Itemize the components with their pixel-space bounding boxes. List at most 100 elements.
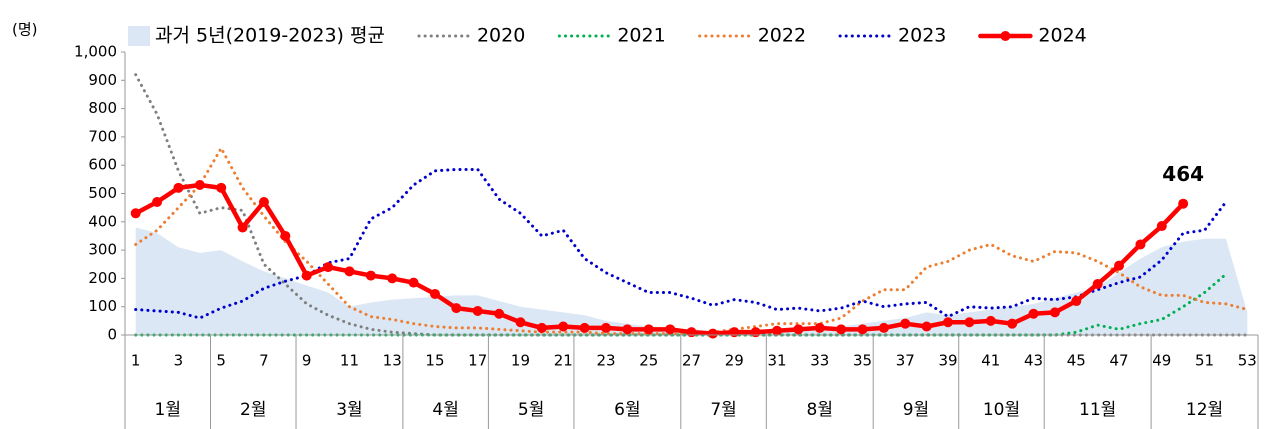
marker — [600, 322, 611, 333]
marker — [964, 317, 975, 328]
y-tick-label: 800 — [88, 99, 117, 117]
marker — [1049, 307, 1060, 318]
legend-swatch — [128, 26, 150, 46]
y-tick-label: 200 — [88, 269, 117, 287]
marker — [387, 273, 398, 284]
x-tick-label: 51 — [1195, 352, 1214, 370]
marker — [515, 317, 526, 328]
x-tick-label: 5 — [216, 352, 226, 370]
x-tick-label: 45 — [1067, 352, 1086, 370]
x-tick-label: 43 — [1024, 352, 1043, 370]
marker — [1178, 198, 1189, 209]
y-tick-label: 400 — [88, 212, 117, 230]
data-label: 464 — [1162, 162, 1204, 186]
legend-label: 2023 — [898, 25, 946, 47]
marker — [900, 318, 911, 329]
marker — [1028, 308, 1039, 319]
marker — [985, 315, 996, 326]
x-tick-label: 53 — [1238, 352, 1257, 370]
x-tick-label: 3 — [174, 352, 184, 370]
x-tick-label: 19 — [511, 352, 530, 370]
marker — [451, 303, 462, 314]
x-tick-label: 31 — [767, 352, 786, 370]
x-tick-label: 1 — [131, 352, 141, 370]
marker — [1092, 279, 1103, 290]
y-tick-label: 1,000 — [74, 43, 117, 61]
marker — [365, 270, 376, 281]
x-tick-label: 13 — [383, 352, 402, 370]
y-tick-label: 700 — [88, 127, 117, 145]
x-tick-label: 9 — [302, 352, 312, 370]
marker — [793, 324, 804, 335]
y-tick-label: 600 — [88, 156, 117, 174]
marker — [408, 277, 419, 288]
series-line — [134, 167, 1228, 320]
month-label: 11월 — [1079, 400, 1116, 420]
month-label: 2월 — [240, 400, 266, 420]
marker — [280, 230, 291, 241]
y-tick-label: 100 — [88, 297, 117, 315]
marker — [173, 182, 184, 193]
x-tick-label: 37 — [896, 352, 915, 370]
marker — [921, 321, 932, 332]
legend-marker — [1000, 31, 1011, 41]
legend-label: 2021 — [617, 25, 665, 47]
marker — [943, 317, 954, 328]
month-label: 1월 — [155, 400, 181, 420]
y-tick-label: 0 — [107, 326, 117, 344]
marker — [878, 322, 889, 333]
marker — [323, 262, 334, 273]
x-tick-label: 21 — [554, 352, 573, 370]
marker — [1135, 239, 1146, 250]
legend-label: 2020 — [477, 25, 525, 47]
x-tick-label: 49 — [1152, 352, 1171, 370]
marker — [665, 324, 676, 335]
marker — [1156, 221, 1167, 232]
month-label: 7월 — [710, 400, 736, 420]
y-tick-label: 300 — [88, 241, 117, 259]
marker — [558, 321, 569, 332]
x-tick-label: 33 — [810, 352, 829, 370]
y-tick-label: 900 — [88, 71, 117, 89]
month-label: 12월 — [1186, 400, 1223, 420]
marker — [237, 222, 248, 233]
marker — [344, 266, 355, 277]
marker — [301, 270, 312, 281]
month-label: 4월 — [432, 400, 458, 420]
marker — [258, 196, 269, 207]
marker — [536, 322, 547, 333]
legend-label: 2024 — [1038, 25, 1086, 47]
month-label: 5월 — [518, 400, 544, 420]
marker — [1071, 296, 1082, 307]
x-tick-label: 23 — [596, 352, 615, 370]
month-label: 3월 — [336, 400, 362, 420]
legend-label: 과거 5년(2019-2023) 평균 — [155, 25, 385, 47]
marker — [216, 182, 227, 193]
marker — [857, 324, 868, 335]
y-axis-label: (명) — [12, 21, 38, 39]
marker — [686, 327, 697, 338]
marker — [643, 324, 654, 335]
marker — [836, 324, 847, 335]
marker — [429, 288, 440, 299]
month-label: 9월 — [903, 400, 929, 420]
x-tick-label: 7 — [259, 352, 269, 370]
x-tick-label: 27 — [682, 352, 701, 370]
y-tick-label: 500 — [88, 184, 117, 202]
marker — [579, 322, 590, 333]
month-label: 10월 — [983, 400, 1020, 420]
x-tick-label: 25 — [639, 352, 658, 370]
x-tick-label: 17 — [468, 352, 487, 370]
marker — [814, 322, 825, 333]
marker — [472, 305, 483, 316]
x-tick-label: 41 — [981, 352, 1000, 370]
x-tick-label: 47 — [1110, 352, 1129, 370]
marker — [152, 196, 163, 207]
marker — [494, 308, 505, 319]
marker — [1007, 318, 1018, 329]
x-tick-label: 11 — [340, 352, 359, 370]
x-tick-label: 39 — [938, 352, 957, 370]
legend-label: 2022 — [758, 25, 806, 47]
area — [135, 227, 1248, 335]
